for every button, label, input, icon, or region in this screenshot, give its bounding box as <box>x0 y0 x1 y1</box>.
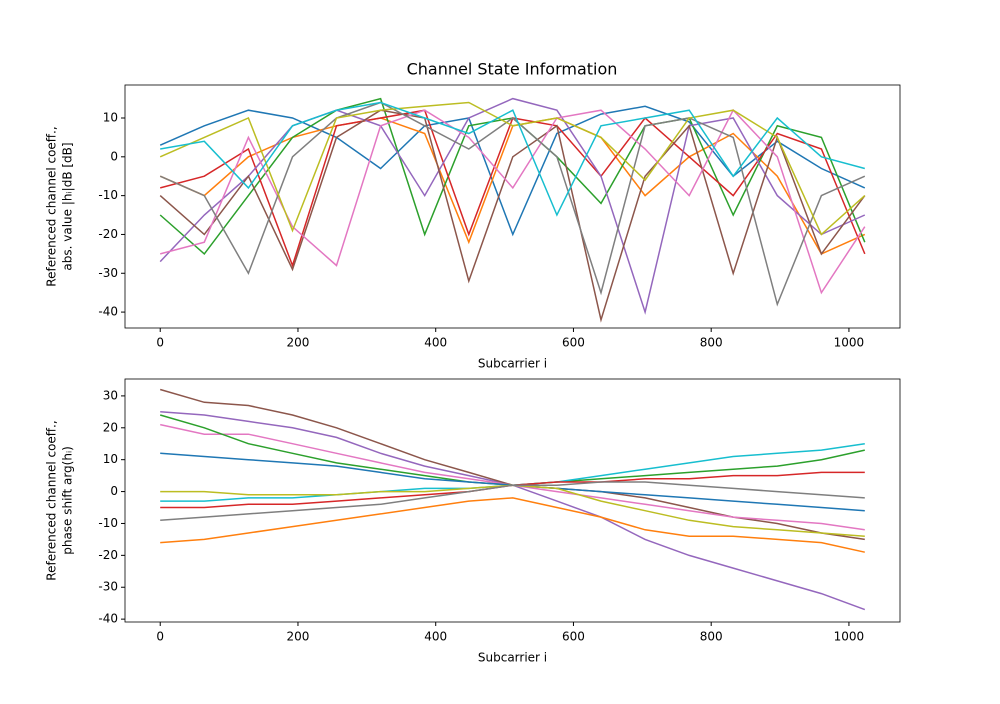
x-tick-label: 400 <box>424 630 447 644</box>
y-tick-label: 10 <box>103 452 118 466</box>
y-tick-label: -10 <box>98 188 118 202</box>
y-axis-label: Referenced channel coeff., <box>45 126 59 286</box>
y-axis-label: phase shift arg(hᵢ) <box>61 446 75 555</box>
series-line <box>159 109 866 323</box>
series-line <box>159 101 866 307</box>
x-axis-label: Subcarrier i <box>478 357 547 371</box>
x-tick-label: 1000 <box>834 630 865 644</box>
x-axis-label: Subcarrier i <box>478 651 547 665</box>
y-tick-label: 20 <box>103 420 118 434</box>
series-line <box>159 97 866 315</box>
x-tick-label: 600 <box>562 336 585 350</box>
y-tick-label: -30 <box>98 580 118 594</box>
x-tick-label: 1000 <box>834 336 865 350</box>
y-tick-label: -30 <box>98 266 118 280</box>
x-tick-label: 0 <box>156 336 164 350</box>
y-axis-label: Referenced channel coeff., <box>45 420 59 580</box>
x-tick-label: 800 <box>700 630 723 644</box>
axes-frame <box>124 84 901 329</box>
axes-frame <box>124 378 901 623</box>
series-line <box>160 101 865 217</box>
y-tick-label: 10 <box>103 110 118 124</box>
y-tick-label: -40 <box>98 305 118 319</box>
y-tick-label: -20 <box>98 227 118 241</box>
x-tick-label: 200 <box>287 630 310 644</box>
y-tick-label: -20 <box>98 548 118 562</box>
y-tick-label: 0 <box>110 149 118 163</box>
y-tick-label: 30 <box>103 388 118 402</box>
y-tick-label: 0 <box>110 484 118 498</box>
x-tick-label: 400 <box>424 336 447 350</box>
series-line <box>159 101 866 236</box>
y-axis-label: abs. value |hᵢ|dB [dB] <box>61 142 75 270</box>
x-tick-label: 600 <box>562 630 585 644</box>
x-tick-label: 0 <box>156 630 164 644</box>
x-tick-label: 800 <box>700 336 723 350</box>
x-tick-label: 200 <box>287 336 310 350</box>
series-line <box>160 497 865 553</box>
chart-title: Channel State Information <box>407 60 618 79</box>
series-line <box>159 105 866 237</box>
y-tick-label: -40 <box>98 612 118 626</box>
series-line <box>160 481 865 522</box>
y-tick-label: -10 <box>98 516 118 530</box>
